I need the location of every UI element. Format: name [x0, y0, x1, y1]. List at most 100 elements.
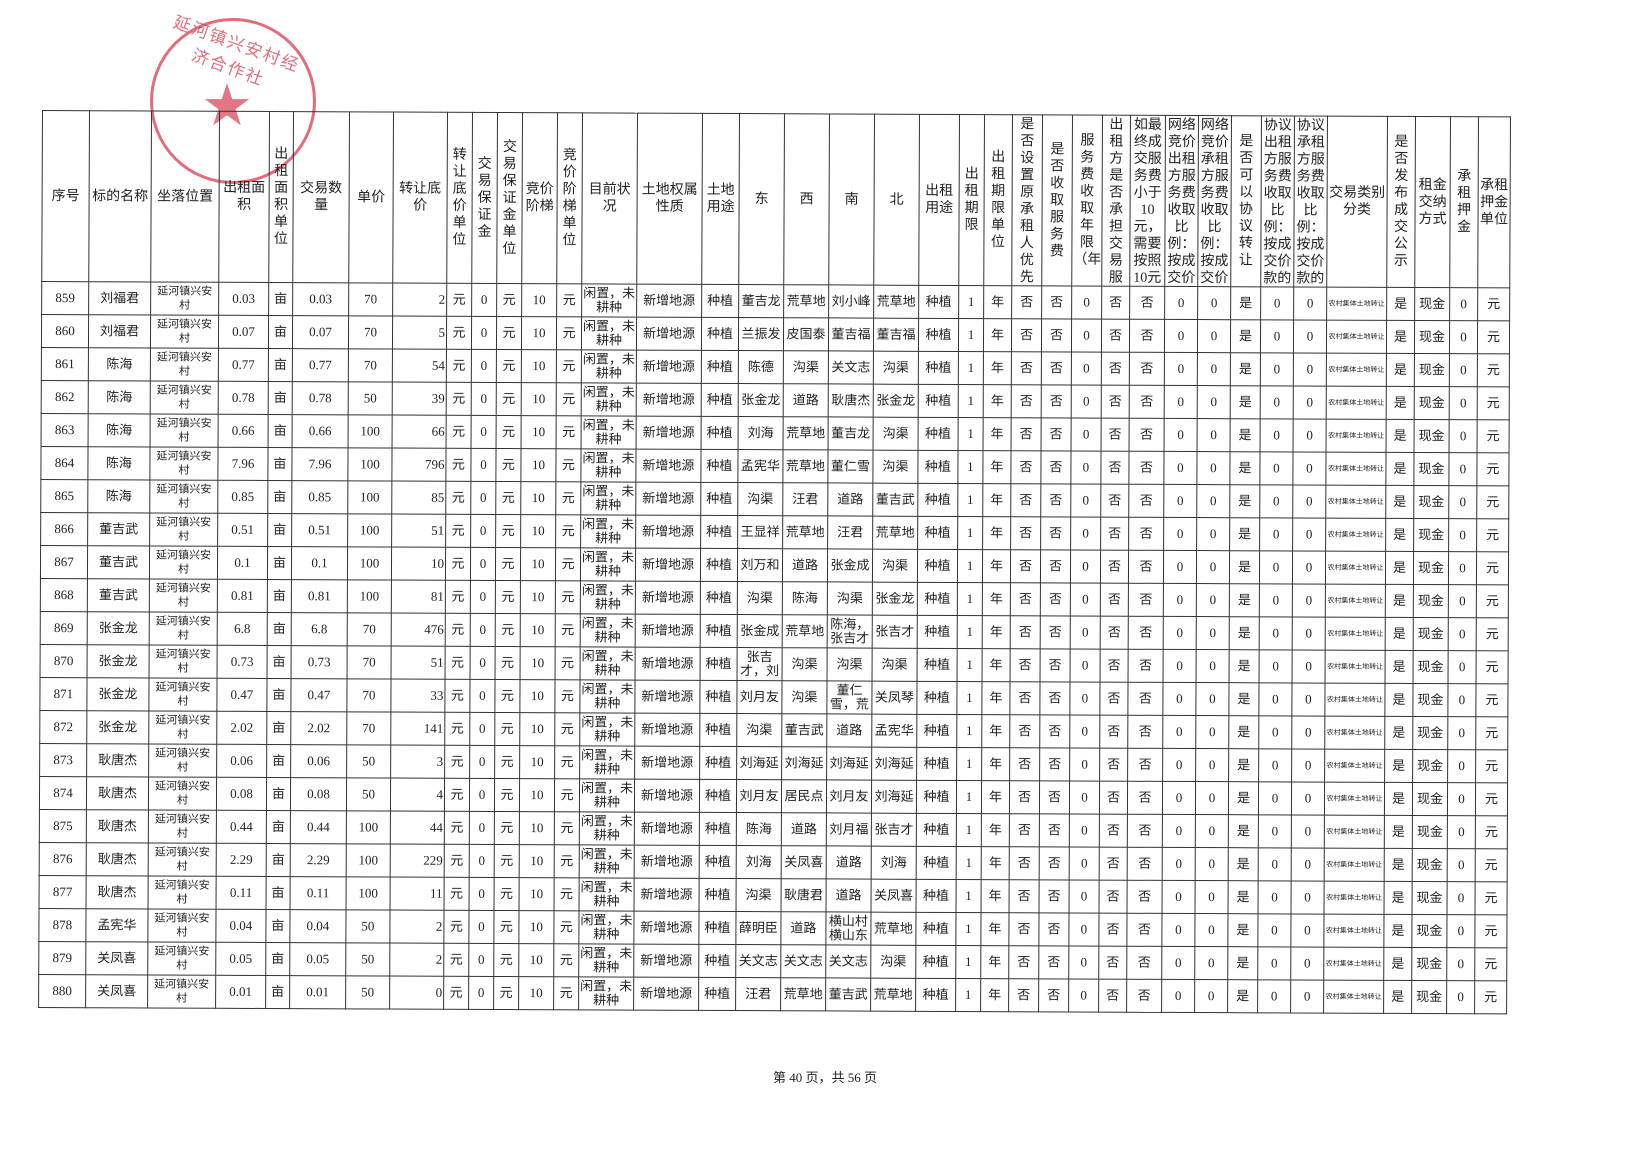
table-cell-text: 是	[1236, 956, 1250, 971]
table-cell: 否	[1041, 285, 1072, 319]
table-cell: 道路	[781, 812, 827, 846]
table-cell-text: 10	[530, 854, 544, 869]
table-cell-text: 10	[531, 557, 545, 572]
table-cell: 6.8	[291, 612, 348, 646]
table-cell-text: 种植	[706, 458, 733, 474]
table-cell-text: 10	[529, 920, 543, 935]
table-cell-text: 张金龙	[98, 720, 138, 735]
table-cell-text: 0	[1271, 791, 1279, 806]
table-cell-text: 横山村横山东	[828, 914, 869, 943]
table-cell-text: 元	[502, 391, 516, 407]
table-cell: 元	[444, 844, 470, 878]
table-cell-text: 农村集体土地转让	[1325, 926, 1382, 935]
table-cell: 70	[348, 348, 393, 383]
table-cell: 刘福君	[88, 281, 151, 315]
table-cell: 元	[496, 283, 522, 317]
table-cell-text: 0	[480, 490, 487, 505]
table-cell-text: 1	[965, 955, 972, 970]
table-cell: 延河镇兴安村	[147, 941, 216, 976]
table-cell: 农村集体土地转让	[1323, 947, 1384, 981]
table-cell: 10	[519, 811, 555, 845]
table-cell: 新增地源	[634, 812, 700, 846]
table-cell: 元	[1477, 287, 1510, 321]
table-cell-text: 种植	[924, 459, 951, 474]
table-cell: 是	[1229, 550, 1260, 584]
table-cell: 董仁雪，荒	[826, 680, 873, 715]
table-cell: 0	[1293, 319, 1327, 354]
table-cell-text: 0	[1083, 361, 1090, 376]
table-cell-text: 延河镇兴安村	[154, 813, 210, 840]
table-cell-text: 否	[1138, 856, 1152, 871]
table-cell-text: 0	[1458, 825, 1465, 840]
header-cell: 西	[783, 113, 830, 285]
table-cell: 否	[1099, 715, 1128, 749]
table-cell: 0	[1161, 979, 1195, 1013]
table-cell: 0.08	[216, 777, 267, 811]
table-cell-text: 0.04	[306, 919, 330, 934]
table-cell-text: 新增地源	[642, 392, 695, 407]
table-cell-text: 0	[479, 622, 487, 637]
table-cell: 1	[956, 747, 982, 781]
table-cell: 种植	[916, 846, 957, 880]
table-cell-text: 陈德	[747, 360, 774, 375]
table-cell-text: 元	[561, 590, 575, 605]
table-cell-text: 0.77	[231, 357, 255, 372]
table-cell: 0	[1449, 386, 1478, 420]
table-cell-text: 陈海	[106, 357, 133, 372]
table-cell-text: 陈海，张吉才	[830, 617, 870, 646]
table-cell-text: 张吉才	[874, 822, 914, 837]
table-cell: 10	[521, 316, 557, 350]
table-cell-text: 85	[431, 490, 445, 505]
table-cell: 关凤喜	[85, 941, 148, 975]
table-cell: 元	[554, 844, 580, 878]
table-cell-text: 否	[1106, 955, 1120, 970]
table-cell: 是	[1384, 848, 1413, 882]
table-cell-text: 0	[1457, 891, 1465, 906]
table-cell-text: 刘小峰	[831, 294, 871, 309]
table-cell: 1	[958, 318, 984, 352]
table-cell: 张吉才	[871, 813, 917, 847]
table-cell-text: 0	[1208, 791, 1216, 806]
table-cell-text: 0.01	[306, 985, 330, 1000]
table-cell: 元	[1477, 320, 1510, 354]
table-cell: 否	[1126, 979, 1162, 1013]
table-cell: 元	[556, 283, 582, 317]
table-cell-text: 闲置，未耕种	[582, 418, 635, 447]
table-cell: 否	[1129, 418, 1165, 452]
header-cell-text: 是否发布成交公示	[1393, 134, 1409, 269]
table-cell: 元	[554, 745, 580, 779]
table-cell-text: 0	[1458, 660, 1466, 675]
table-cell: 新增地源	[633, 911, 700, 945]
table-cell-text: 229	[423, 853, 443, 868]
table-cell: 种植	[699, 812, 737, 846]
table-cell: 2.02	[216, 711, 267, 745]
header-row: 序号 标的名称 坐落位置 出租面积 出租面积单位 交易数量 单价 转让底价 转让底价单位 交易保证…	[41, 110, 1511, 288]
table-cell-text: 种植	[924, 657, 951, 672]
table-cell: 否	[1101, 286, 1130, 320]
table-cell: 否	[1128, 583, 1164, 617]
table-cell-text: 沟渠	[746, 591, 773, 606]
header-cell-text: 交易保证金	[477, 156, 492, 240]
table-cell: 0	[1447, 815, 1476, 849]
table-cell-text: 10	[532, 359, 546, 374]
table-cell: 0	[1162, 715, 1196, 749]
table-cell: 新增地源	[634, 779, 700, 813]
header-cell-text: 出租面积单位	[273, 147, 289, 248]
table-cell: 元	[496, 415, 522, 449]
header-cell-text: 服务费收取年限（年）	[1073, 133, 1101, 268]
table-cell-text: 元	[1486, 396, 1500, 411]
table-cell-text: 否	[1139, 493, 1153, 508]
table-cell-text: 是	[1236, 791, 1251, 806]
table-cell: 元	[554, 712, 580, 746]
table-cell: 元	[554, 877, 580, 911]
table-cell: 0	[1292, 517, 1326, 552]
table-cell-text: 否	[1047, 790, 1062, 805]
table-cell-text: 新增地源	[640, 986, 693, 1001]
table-cell: 是	[1386, 386, 1415, 420]
table-cell: 0	[1163, 616, 1197, 650]
table-cell-text: 延河镇兴安村	[156, 417, 212, 444]
table-cell: 种植	[917, 615, 958, 649]
table-cell: 农村集体土地转让	[1325, 551, 1386, 585]
seal-star: ★	[201, 73, 253, 138]
table-cell: 元	[494, 745, 520, 779]
